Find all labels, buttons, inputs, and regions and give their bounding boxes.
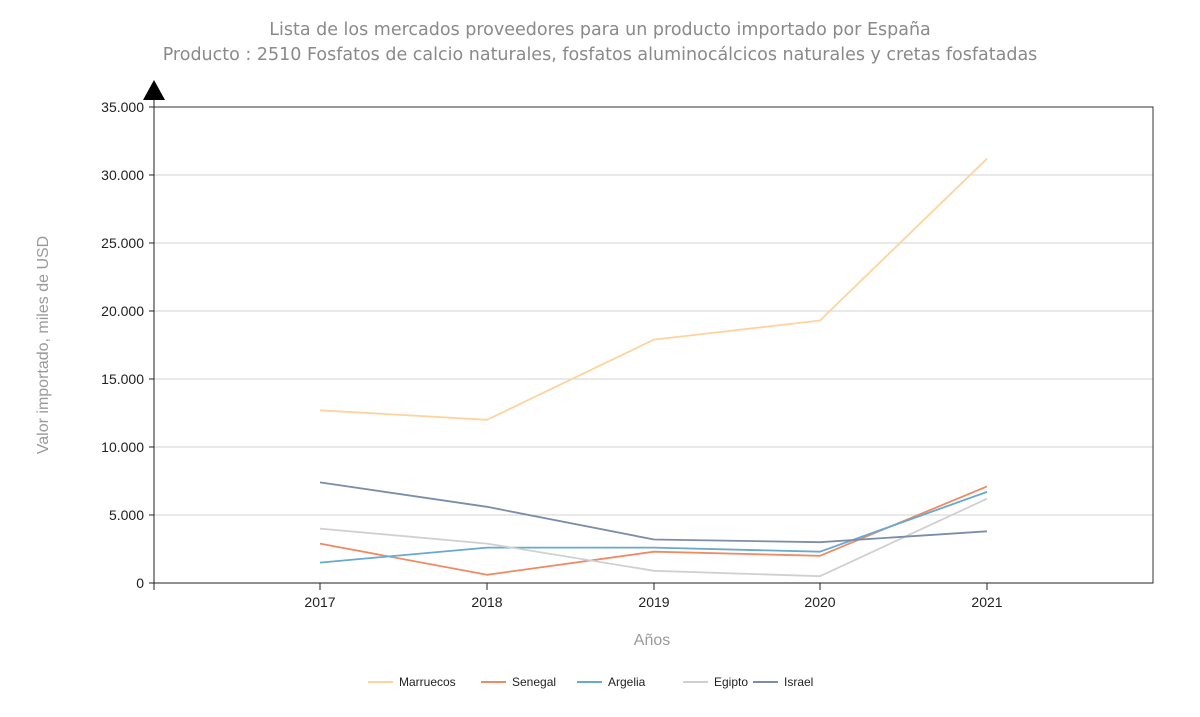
series-lines [319, 158, 988, 578]
y-tick-label: 5.000 [109, 507, 144, 523]
y-axis-arrow [143, 80, 165, 100]
y-tick-label: 0 [136, 575, 144, 591]
y-tick-label: 20.000 [101, 303, 144, 319]
legend-label: Egipto [714, 675, 748, 689]
x-tick-labels: 2017 2018 2019 2020 2021 [304, 583, 1003, 610]
series-line-egipto [319, 497, 988, 578]
x-axis-title: Años [634, 632, 670, 649]
y-tick-label: 35.000 [101, 99, 144, 115]
legend-item-argelia: Argelia [577, 675, 646, 689]
grid-lines [154, 174, 1153, 516]
legend: Marruecos Senegal Argelia Egipto Israel [368, 675, 813, 689]
legend-label: Senegal [512, 675, 556, 689]
series-line-marruecos [319, 158, 988, 421]
plot-frame [153, 106, 1154, 584]
legend-item-egipto: Egipto [683, 675, 748, 689]
legend-item-senegal: Senegal [481, 675, 556, 689]
chart-title-block: Lista de los mercados proveedores para u… [0, 18, 1200, 68]
x-tick-label: 2019 [638, 594, 669, 610]
series-line-senegal [319, 485, 988, 576]
y-axis-title: Valor importado, miles de USD [35, 236, 52, 454]
x-tick-label: 2017 [304, 594, 335, 610]
legend-label: Argelia [608, 675, 646, 689]
axes [143, 80, 1153, 590]
y-tick-label: 10.000 [101, 439, 144, 455]
series-line-argelia [319, 491, 988, 564]
legend-item-israel: Israel [753, 675, 813, 689]
legend-item-marruecos: Marruecos [368, 675, 456, 689]
legend-label: Israel [784, 675, 813, 689]
y-tick-labels: 0 5.000 10.000 15.000 20.000 25.000 30.000 35.0… [101, 99, 154, 591]
chart-subtitle: Producto : 2510 Fosfatos de calcio natur… [162, 45, 1038, 65]
y-tick-label: 30.000 [101, 167, 144, 183]
series-line-israel [319, 481, 988, 544]
y-tick-label: 25.000 [101, 235, 144, 251]
x-tick-label: 2020 [804, 594, 835, 610]
legend-label: Marruecos [399, 675, 456, 689]
x-tick-label: 2018 [471, 594, 502, 610]
chart-title: Lista de los mercados proveedores para u… [269, 20, 931, 40]
y-tick-label: 15.000 [101, 371, 144, 387]
x-tick-label: 2021 [971, 594, 1002, 610]
